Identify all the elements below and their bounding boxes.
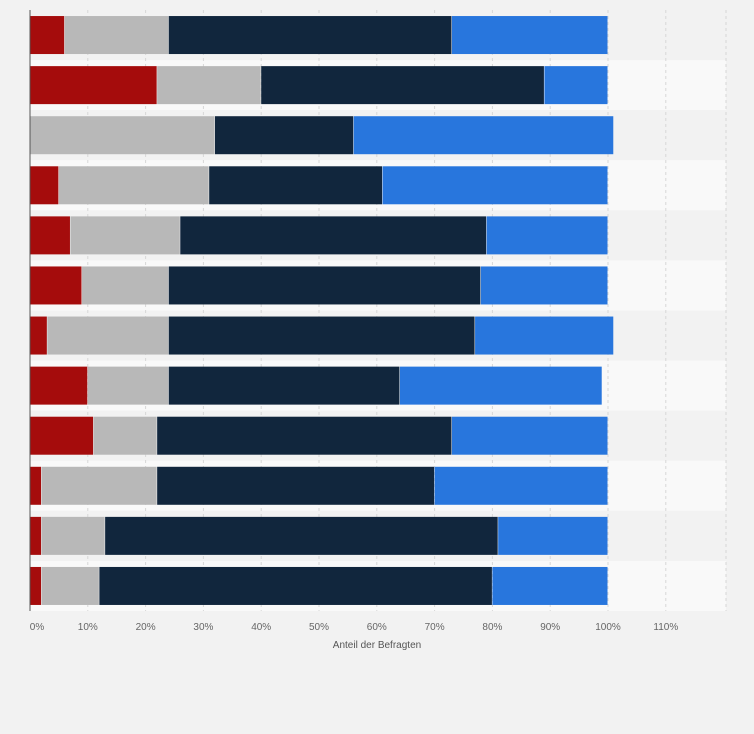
x-tick-label: 30%: [193, 622, 213, 633]
bar-segment: [87, 366, 169, 405]
bar-segment: [30, 566, 42, 605]
bar-segment: [498, 516, 608, 555]
bar-segment: [157, 466, 435, 505]
bar-segment: [30, 466, 42, 505]
bar-segment: [544, 66, 608, 105]
x-tick-label: 70%: [425, 622, 445, 633]
bar-segment: [157, 416, 452, 455]
bar-segment: [209, 166, 383, 205]
bar-segment: [168, 16, 452, 55]
bar-segment: [93, 416, 157, 455]
x-tick-label: 100%: [595, 622, 621, 633]
x-tick-label: 90%: [540, 622, 560, 633]
bar-segment: [475, 316, 614, 355]
bar-segment: [30, 216, 70, 255]
bar-segment: [353, 116, 614, 155]
bar-segment: [382, 166, 608, 205]
bar-segment: [30, 316, 47, 355]
bar-segment: [451, 16, 608, 55]
bar-segment: [82, 266, 169, 305]
x-tick-label: 40%: [251, 622, 271, 633]
bar-segment: [41, 566, 99, 605]
x-axis-title: Anteil der Befragten: [333, 640, 421, 651]
bar-segment: [157, 66, 261, 105]
bar-segment: [30, 116, 215, 155]
bar-segment: [30, 16, 65, 55]
bar-segment: [480, 266, 608, 305]
x-tick-label: 80%: [482, 622, 502, 633]
bar-segment: [105, 516, 498, 555]
bar-segment: [30, 266, 82, 305]
bar-segment: [58, 166, 209, 205]
bar-segment: [30, 366, 88, 405]
x-tick-label: 60%: [367, 622, 387, 633]
x-tick-label: 0%: [30, 622, 45, 633]
x-tick-label: 110%: [653, 622, 678, 633]
bar-segment: [41, 466, 157, 505]
bar-segment: [214, 116, 354, 155]
bar-segment: [261, 66, 544, 105]
bar-segment: [30, 166, 59, 205]
bar-segment: [30, 66, 157, 105]
bar-segment: [168, 266, 481, 305]
bar-segment: [168, 316, 475, 355]
bar-segment: [180, 216, 487, 255]
bar-segment: [70, 216, 180, 255]
bar-segment: [47, 316, 169, 355]
bar-segment: [451, 416, 608, 455]
bars: [30, 16, 614, 605]
x-axis: 0% 10% 20% 30% 40% 50% 60% 70% 80% 90% 100% 110%: [29, 10, 678, 633]
bar-segment: [41, 516, 105, 555]
bar-segment: [30, 516, 42, 555]
x-tick-label: 10%: [78, 622, 98, 633]
bar-segment: [99, 566, 492, 605]
bar-segment: [64, 16, 169, 55]
bar-segment: [399, 366, 602, 405]
gridlines: [87, 10, 727, 611]
bar-segment: [434, 466, 608, 505]
bar-segment: [168, 366, 400, 405]
bar-segment: [492, 566, 608, 605]
bar-segment: [486, 216, 608, 255]
x-tick-label: 50%: [309, 622, 329, 633]
x-tick-label: 20%: [136, 622, 156, 633]
bar-segment: [30, 416, 94, 455]
